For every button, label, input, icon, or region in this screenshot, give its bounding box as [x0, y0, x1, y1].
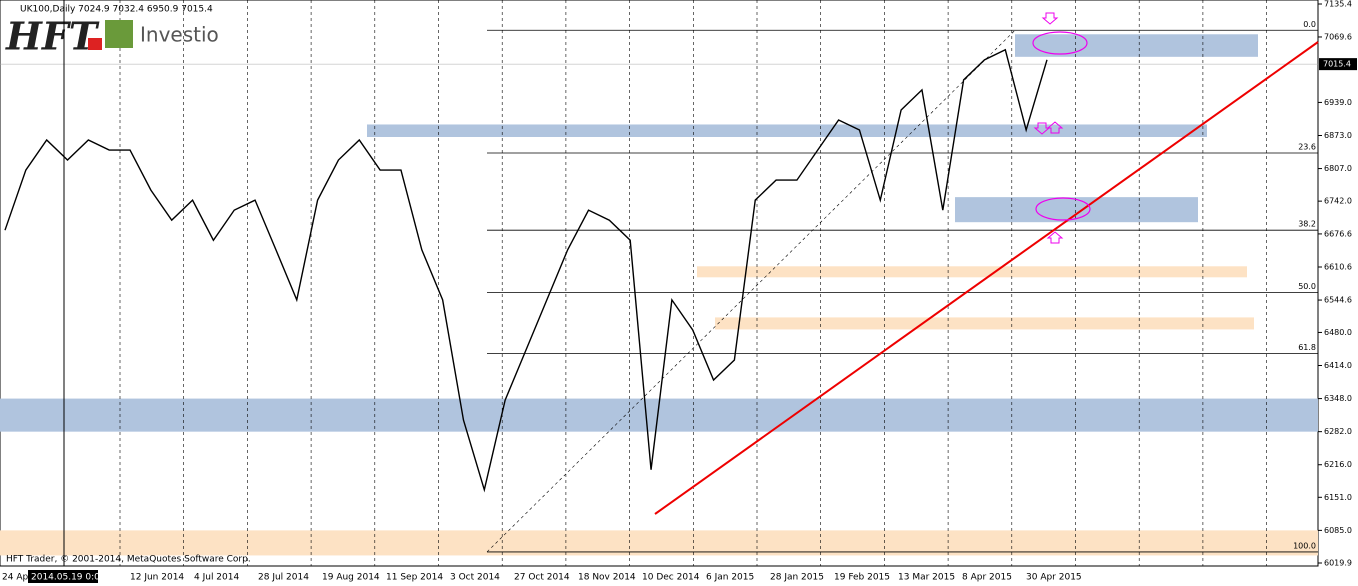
date-label: 8 Apr 2015	[962, 573, 1012, 583]
trendline	[654, 41, 1319, 515]
price-label: 6807.0	[1324, 164, 1352, 173]
date-label: 11 Sep 2014	[386, 573, 443, 583]
fib-label: 100.0	[1293, 541, 1316, 550]
zone	[1015, 34, 1258, 57]
price-label: 7135.4	[1324, 0, 1352, 9]
highlight-ellipse	[1035, 197, 1091, 221]
arrow-marker	[1041, 12, 1059, 25]
price-label: 6414.0	[1324, 361, 1352, 370]
plot-frame	[0, 0, 1319, 567]
price-path	[4, 48, 1048, 493]
price-label: 6610.6	[1324, 262, 1352, 271]
cursor-date-label: 2014.05.19 0:00	[31, 573, 106, 583]
fib-label: 50.0	[1298, 282, 1316, 291]
price-label: 7069.6	[1324, 32, 1352, 41]
current-price-label: 7015.4	[1323, 60, 1351, 69]
price-label: 6085.0	[1324, 526, 1352, 535]
price-label: 6939.0	[1324, 98, 1352, 107]
logo-dot	[88, 38, 102, 50]
date-label: 28 Jan 2015	[770, 573, 824, 583]
price-label: 6676.6	[1324, 229, 1352, 238]
highlight-ellipse	[1032, 31, 1088, 55]
date-label: 30 Apr 2015	[1026, 573, 1082, 583]
arrow-marker	[1046, 121, 1064, 134]
logo-icon	[105, 20, 133, 48]
price-label: 6019.9	[1324, 559, 1352, 568]
arrow-marker	[1033, 122, 1051, 135]
date-label: 19 Aug 2014	[322, 573, 380, 583]
price-label: 6348.0	[1324, 394, 1352, 403]
symbol-info: UK100,Daily 7024.9 7032.4 6950.9 7015.4	[20, 5, 213, 15]
brand: Investio	[140, 23, 219, 47]
date-label: 10 Dec 2014	[642, 573, 700, 583]
price-label: 6151.0	[1324, 493, 1352, 502]
footer: HFT Trader, © 2001-2014, MetaQuotes Soft…	[6, 555, 251, 565]
price-label: 6873.0	[1324, 131, 1352, 140]
zone	[715, 317, 1254, 330]
price-label: 6544.6	[1324, 296, 1352, 305]
zone	[697, 266, 1247, 278]
cursor-date-box	[28, 570, 98, 583]
zone	[0, 530, 1318, 556]
date-label: 13 Mar 2015	[898, 573, 955, 583]
date-label: 27 Oct 2014	[514, 573, 570, 583]
price-label: 6216.0	[1324, 460, 1352, 469]
date-label: 4 Jul 2014	[194, 573, 239, 583]
price-label: 6742.0	[1324, 197, 1352, 206]
fib-label: 0.0	[1303, 20, 1316, 29]
date-label: 18 Nov 2014	[578, 573, 636, 583]
date-label: 3 Oct 2014	[450, 573, 500, 583]
date-label: 12 Jun 2014	[130, 573, 184, 583]
date-label: 6 Jan 2015	[706, 573, 754, 583]
fib-label: 61.8	[1298, 343, 1316, 352]
arrow-marker	[1046, 231, 1064, 244]
price-label: 6282.0	[1324, 427, 1352, 436]
price-label: 6480.0	[1324, 328, 1352, 337]
date-label: 19 Feb 2015	[834, 573, 890, 583]
current-price-box	[1319, 58, 1357, 71]
logo: HFT	[5, 14, 100, 59]
date-label: 28 Jul 2014	[258, 573, 309, 583]
fib-label: 38.2	[1298, 220, 1316, 229]
fib-label: 23.6	[1298, 143, 1316, 152]
zone	[367, 124, 1207, 137]
